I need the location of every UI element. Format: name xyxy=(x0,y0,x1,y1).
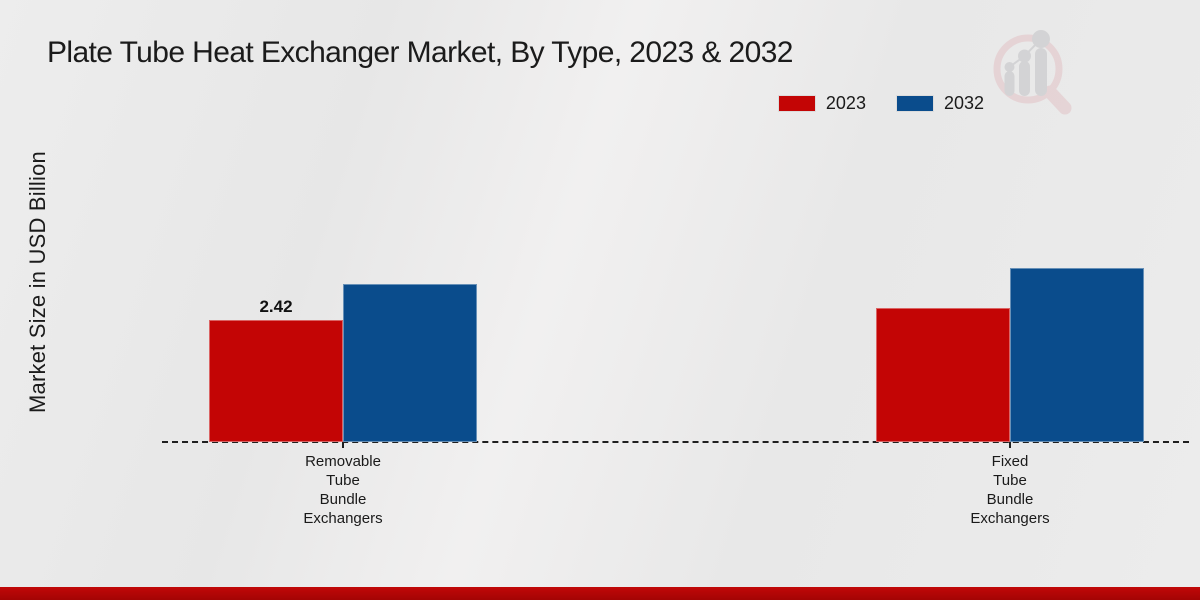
legend-label: 2023 xyxy=(825,93,866,113)
legend-swatch-2032 xyxy=(895,95,934,112)
brand-logo xyxy=(985,22,1085,117)
bar-2032-category-0 xyxy=(343,284,477,442)
x-axis-tick xyxy=(342,442,344,448)
bar-2023-category-0 xyxy=(209,320,343,442)
legend: 2023 2032 xyxy=(777,93,984,114)
magnifier-bar-chart-icon xyxy=(993,30,1072,115)
bar-2023-category-1 xyxy=(876,308,1010,442)
chart-title: Plate Tube Heat Exchanger Market, By Typ… xyxy=(47,36,793,69)
x-axis-category-label: Fixed Tube Bundle Exchangers xyxy=(970,453,1050,527)
x-axis-line xyxy=(162,441,1189,443)
bar-2032-category-1 xyxy=(1010,268,1144,442)
bar-data-label: 2.42 xyxy=(259,297,293,316)
legend-item-2023: 2023 xyxy=(777,93,866,114)
legend-label: 2032 xyxy=(943,93,984,113)
legend-item-2032: 2032 xyxy=(895,93,984,114)
x-axis-tick xyxy=(1009,442,1011,448)
footer-accent-bar xyxy=(0,587,1200,600)
x-axis-category-label: Removable Tube Bundle Exchangers xyxy=(303,453,383,527)
legend-swatch-2023 xyxy=(777,95,816,112)
